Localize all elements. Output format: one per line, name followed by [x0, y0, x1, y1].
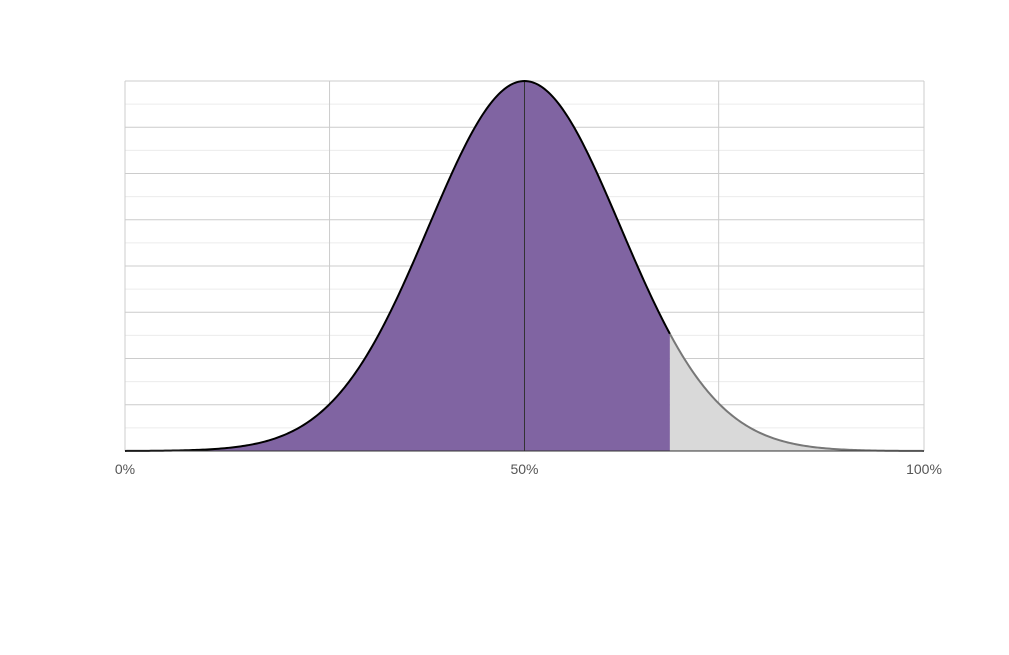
tail-area [669, 333, 924, 451]
x-tick-label: 100% [906, 461, 942, 477]
curve-line-highlighted [124, 79, 671, 452]
highlighted-area [125, 81, 670, 451]
x-tick-label: 50% [510, 461, 538, 477]
distribution-areas [125, 81, 924, 451]
x-axis: 0% 50% 100% [115, 450, 942, 477]
x-tick-label: 0% [115, 461, 135, 477]
